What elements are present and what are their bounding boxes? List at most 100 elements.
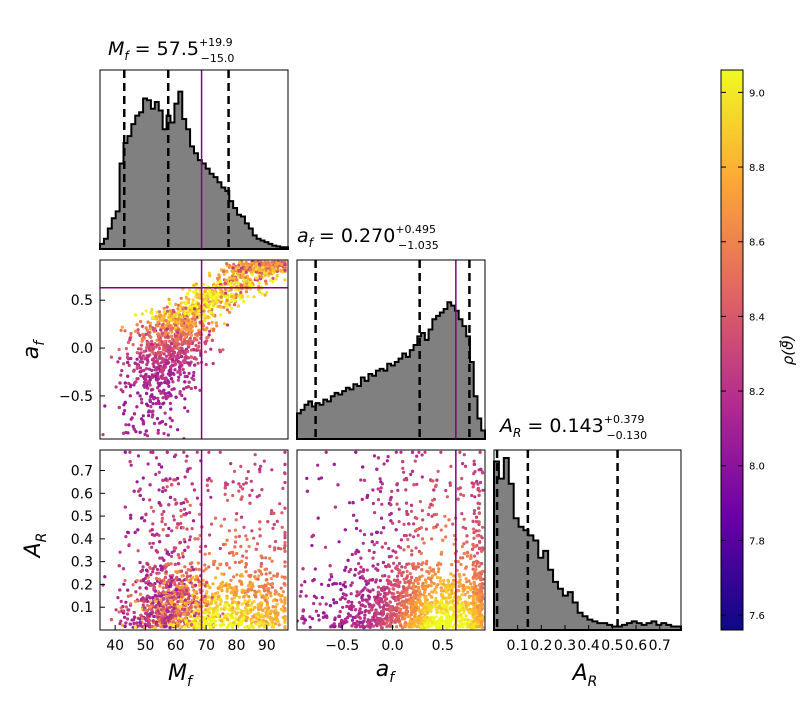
scatter-point: [161, 490, 164, 493]
scatter-point: [248, 502, 251, 505]
scatter-point: [185, 455, 188, 458]
scatter-point: [440, 529, 443, 532]
scatter-point: [216, 567, 219, 570]
scatter-point: [158, 488, 161, 491]
scatter-point: [238, 261, 241, 264]
scatter-point: [159, 406, 162, 409]
scatter-point: [359, 566, 362, 569]
scatter-point: [174, 453, 177, 456]
scatter-point: [198, 296, 201, 299]
scatter-point: [263, 589, 266, 592]
scatter-point: [161, 396, 164, 399]
scatter-point: [142, 354, 145, 357]
scatter-point: [162, 402, 165, 405]
scatter-point: [184, 593, 187, 596]
scatter-point: [230, 613, 233, 616]
scatter-point: [339, 582, 342, 585]
scatter-point: [190, 348, 193, 351]
scatter-point: [254, 570, 257, 573]
scatter-point: [250, 480, 253, 483]
title-af: af = 0.270+0.495−1.035: [297, 223, 439, 252]
scatter-point: [206, 484, 209, 487]
scatter-point: [239, 485, 242, 488]
scatter-point: [204, 553, 207, 556]
scatter-point: [155, 577, 158, 580]
scatter-point: [194, 333, 197, 336]
scatter-point: [150, 340, 153, 343]
scatter-point: [192, 519, 195, 522]
scatter-point: [241, 275, 244, 278]
scatter-point: [364, 605, 367, 608]
scatter-point: [151, 402, 154, 405]
scatter-point: [155, 360, 158, 363]
scatter-point: [160, 568, 163, 571]
scatter-point: [139, 347, 142, 350]
scatter-point: [254, 595, 257, 598]
scatter-point: [281, 526, 284, 529]
scatter-point: [283, 625, 286, 628]
scatter-point: [182, 501, 185, 504]
scatter-point: [233, 545, 236, 548]
scatter-point: [170, 394, 173, 397]
scatter-point: [224, 282, 227, 285]
scatter-point: [208, 533, 211, 536]
scatter-point: [223, 273, 226, 276]
scatter-point: [160, 319, 163, 322]
scatter-point: [419, 500, 422, 503]
scatter-point: [163, 340, 166, 343]
scatter-point: [194, 606, 197, 609]
scatter-point: [170, 377, 173, 380]
scatter-point: [169, 594, 172, 597]
scatter-point: [259, 601, 262, 604]
scatter-point: [232, 554, 235, 557]
scatter-point: [317, 614, 320, 617]
scatter-point: [173, 355, 176, 358]
scatter-point: [269, 612, 272, 615]
scatter-point: [103, 575, 106, 578]
scatter-point: [283, 617, 286, 620]
scatter-point: [402, 548, 405, 551]
scatter-point: [160, 351, 163, 354]
scatter-point: [283, 531, 286, 534]
scatter-point: [168, 345, 171, 348]
scatter-point: [258, 625, 261, 628]
scatter-point: [239, 623, 242, 626]
scatter-point: [124, 385, 127, 388]
scatter-point: [224, 493, 227, 496]
scatter-point: [149, 398, 152, 401]
scatter-point: [208, 330, 211, 333]
scatter-point: [142, 414, 145, 417]
scatter-point: [142, 579, 145, 582]
scatter-point: [143, 386, 146, 389]
scatter-point: [154, 606, 157, 609]
scatter-point: [183, 625, 186, 628]
scatter-point: [101, 433, 104, 436]
scatter-point: [250, 264, 253, 267]
scatter-point: [118, 610, 121, 613]
scatter-point: [356, 620, 359, 623]
scatter-point: [209, 496, 212, 499]
scatter-point: [178, 352, 181, 355]
scatter-point: [129, 394, 132, 397]
scatter-point: [128, 543, 131, 546]
scatter-point: [174, 303, 177, 306]
scatter-point: [154, 355, 157, 358]
scatter-point: [196, 596, 199, 599]
scatter-point: [283, 481, 286, 484]
scatter-point: [350, 592, 353, 595]
scatter-point: [222, 623, 225, 626]
scatter-point: [193, 364, 196, 367]
scatter-point: [160, 619, 163, 622]
scatter-point: [178, 578, 181, 581]
scatter-point: [271, 621, 274, 624]
scatter-point: [245, 616, 248, 619]
scatter-point: [169, 408, 172, 411]
scatter-point: [162, 486, 165, 489]
scatter-point: [267, 610, 270, 613]
scatter-point: [272, 512, 275, 515]
scatter-point: [163, 625, 166, 628]
scatter-point: [283, 278, 286, 281]
scatter-point: [183, 406, 186, 409]
scatter-point: [373, 543, 376, 546]
scatter-point: [124, 381, 127, 384]
